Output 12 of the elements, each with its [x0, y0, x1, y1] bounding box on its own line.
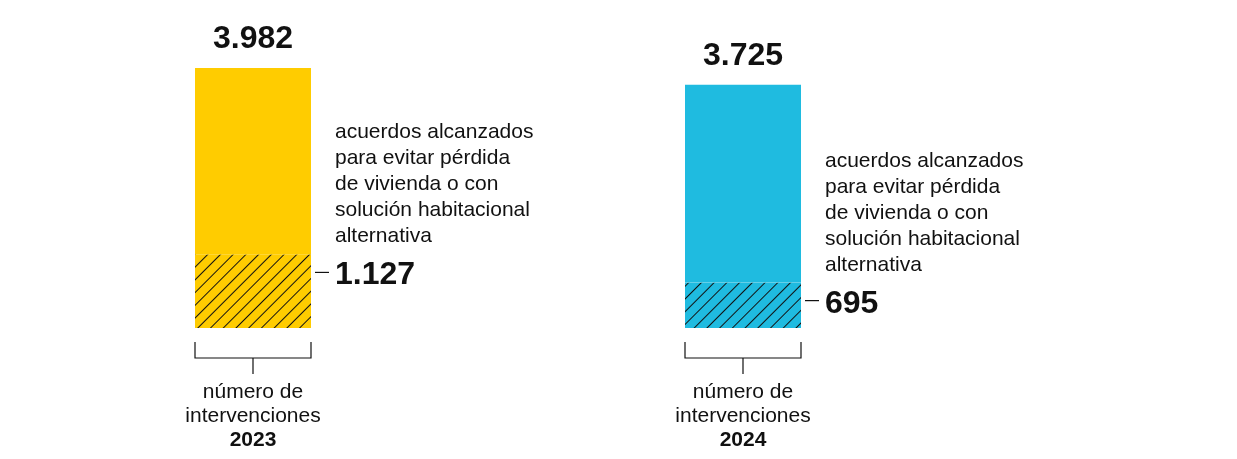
- bar: [195, 68, 311, 255]
- x-tick-label: número de intervenciones 2023: [185, 379, 321, 450]
- bar: [685, 84, 801, 283]
- total-label: 3.982: [212, 19, 294, 55]
- x-tick-label: número de intervenciones 2024: [675, 379, 811, 450]
- data-label: 1.127: [335, 255, 416, 292]
- annotation: acuerdos alcanzados para evitar pérdida de vivienda o con solución habitacional alternativa: [335, 119, 534, 247]
- annotation: acuerdos alcanzados para evitar pérdida de vivienda o con solución habitacional alternativa: [825, 147, 1024, 275]
- bar: [685, 282, 801, 328]
- total-label: 3.725: [702, 35, 784, 72]
- bar: [195, 254, 311, 328]
- data-label: 695: [825, 283, 879, 320]
